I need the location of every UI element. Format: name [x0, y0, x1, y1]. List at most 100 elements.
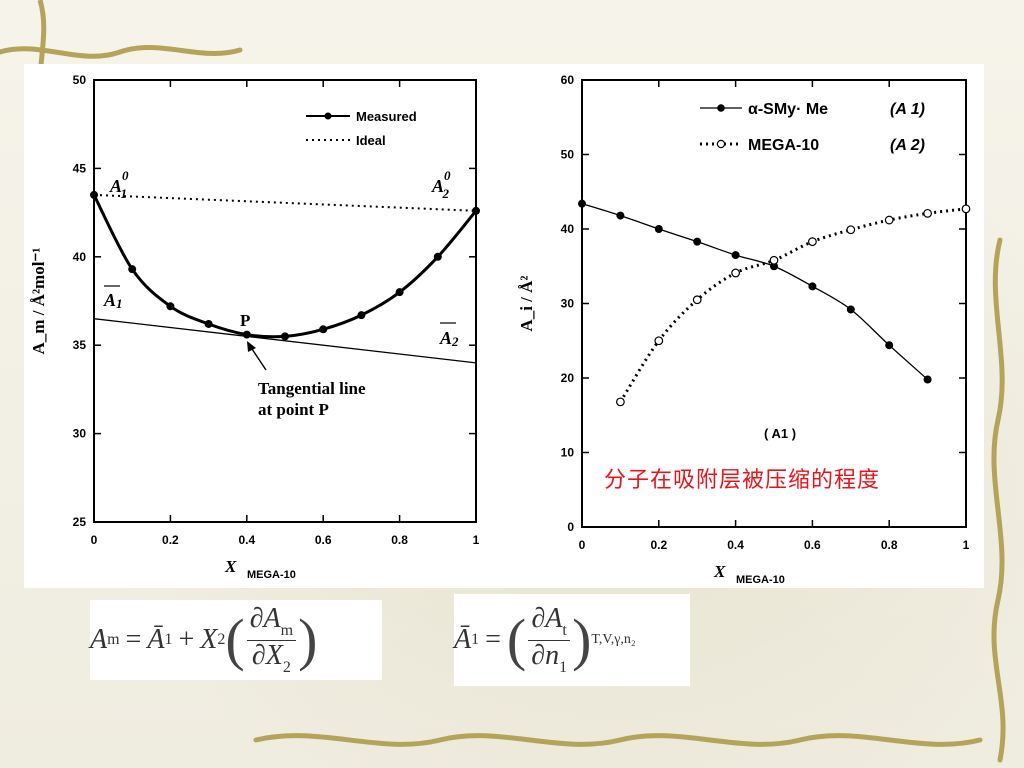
- chart2-series-1-line: [581, 203, 929, 380]
- chart1-series-1-point: [166, 302, 175, 311]
- eq1-right-paren: ): [298, 607, 318, 672]
- chart2-series-1-point: [616, 211, 625, 220]
- chart1-series-2-line: [93, 193, 477, 212]
- chart1-series-1-point: [433, 252, 442, 261]
- chart1-xtick-label: 0.2: [162, 533, 179, 547]
- chart2-series-1-point: [846, 305, 855, 314]
- chart2-series-2-point: [616, 397, 625, 407]
- chart2-series-1-point: [770, 262, 778, 271]
- eq1-den: ∂X: [251, 639, 283, 671]
- chart1-annot-a2-bar: A2: [439, 328, 459, 349]
- chart2-legend-s1-marker: [717, 104, 725, 112]
- chart2-series-2-point: [769, 255, 779, 265]
- chart1-annot-tangent-line1: Tangential line: [258, 379, 366, 398]
- chart2-ytick-label: 20: [561, 371, 575, 385]
- chart2-series-1-point: [654, 225, 663, 233]
- chart2-series-1-point: [923, 375, 932, 384]
- chart2-series-1-point: [578, 199, 586, 208]
- chart2-ytick-label: 30: [561, 297, 575, 311]
- chart2-series-2-point: [884, 215, 894, 225]
- chart1-legend-ideal-label: Ideal: [356, 133, 386, 148]
- chart2-ytick-label: 50: [561, 148, 575, 162]
- chart1-annot-arrow-head: [247, 341, 256, 352]
- eq1-lhs-sub: m: [107, 631, 120, 648]
- chart1-annot-point: P: [240, 311, 250, 330]
- chart1-frame: [93, 79, 477, 523]
- chart1-series-1-point: [281, 332, 289, 341]
- chart2-ylabel: A_i / Å²: [517, 275, 536, 331]
- chart2-series-1-point: [693, 237, 702, 246]
- eq1-num: ∂A: [249, 602, 281, 634]
- chart1-series-1-point: [204, 319, 213, 328]
- chart1-series-1-point: [395, 288, 404, 297]
- chart1-xlabel: X: [224, 557, 237, 576]
- eq1-plus: +: [178, 624, 195, 655]
- chart1-annot-a1-bar: A1: [103, 290, 123, 311]
- chart1-ytick-label: 25: [73, 515, 87, 529]
- chart2-xtick-label: 0: [579, 538, 586, 552]
- chart2-xlabel-sub: MEGA-10: [736, 574, 785, 586]
- eq1-term2: X: [200, 624, 218, 655]
- chart2-annot-box-label: ( A1 ): [764, 426, 796, 441]
- eq2-right-paren: ): [572, 607, 592, 672]
- chart1-legend-measured-marker: [324, 112, 332, 120]
- chart1-ytick-label: 30: [73, 427, 87, 441]
- chart1-xlabel-sub: MEGA-10: [247, 569, 296, 581]
- chart2-legend-s2-label: MEGA-10: [748, 137, 819, 154]
- eq1-equals: =: [125, 624, 142, 655]
- chart2-legend-s1-label: α-SMy· Me: [748, 101, 828, 118]
- chart2-series-1-point: [808, 282, 817, 291]
- chart1-annot-a1-zero: A0 1: [109, 168, 129, 201]
- chart2-series-2-point: [654, 336, 664, 346]
- chart1-annot-arrow-shaft: [249, 345, 267, 371]
- chart2-series-2-point: [961, 204, 971, 214]
- chart1-xtick-label: 0: [91, 533, 98, 547]
- chart2-legend-s2-symbol: (A 2): [890, 137, 925, 154]
- eq2-den: ∂n: [531, 639, 560, 671]
- chart2-xtick-label: 0.4: [727, 538, 744, 552]
- chart2-xlabel: X: [713, 562, 726, 581]
- chart2-series-2-point: [923, 208, 932, 218]
- chinese-caption: 分子在吸附层被压缩的程度: [604, 462, 881, 494]
- eq2-lhs-sub: 1: [471, 631, 480, 648]
- eq2-equals: =: [485, 624, 501, 655]
- chart2-series-1-point: [885, 341, 894, 350]
- chart1-series-3-line: [93, 318, 477, 364]
- chart1-annot-tangent-line2: at point P: [258, 400, 329, 419]
- chart2-legend-s2-marker: [716, 139, 726, 149]
- chart1-legend-measured-label: Measured: [356, 109, 417, 124]
- chart1-ylabel: A_m / Å²mol⁻¹: [29, 248, 48, 355]
- chart2-series-1-point: [731, 251, 740, 260]
- chart2-ytick-label: 40: [561, 222, 575, 236]
- chart1-annot-a2-zero: A0 2: [431, 168, 451, 201]
- chart1-xtick-label: 0.6: [315, 533, 332, 547]
- chart2-ytick-label: 10: [561, 446, 575, 460]
- eq2-fraction: ∂At ∂n1: [528, 602, 570, 676]
- eq1-left-paren: (: [225, 607, 245, 672]
- chart2-series-2-point: [846, 225, 856, 235]
- eq1-term2-sub: 2: [217, 631, 226, 648]
- eq1-den-sub: 2: [282, 658, 291, 676]
- eq2-den-sub: 1: [559, 658, 568, 676]
- chart1-ytick-label: 35: [73, 338, 87, 352]
- chart2-xtick-label: 0.6: [804, 538, 821, 552]
- chart2-legend-s1-symbol: (A 1): [890, 101, 925, 118]
- chart2-series-2-point: [692, 295, 702, 305]
- chart1-xtick-label: 0.4: [238, 533, 255, 547]
- eq2-num: ∂A: [531, 602, 563, 634]
- chart1-ytick-label: 50: [73, 73, 87, 87]
- eq1-lhs: A: [90, 624, 108, 655]
- chart2-ytick-label: 0: [567, 520, 574, 534]
- figure-panel: 0 0.2 0.4 0.6 0.8 1 25 30 35 40 45 50 X MEGA-10 A_m / …: [24, 64, 984, 588]
- chart1-ytick-label: 45: [73, 161, 87, 175]
- chart2-series-2-line: [619, 207, 967, 403]
- chart1-series-1-point: [357, 311, 366, 320]
- chart-svg: 0 0.2 0.4 0.6 0.8 1 25 30 35 40 45 50 X MEGA-10 A_m / …: [29, 73, 971, 586]
- eq2-lhs: Ā: [454, 624, 472, 655]
- chart1-ytick-label: 40: [73, 250, 87, 264]
- eq2-num-sub: t: [562, 621, 567, 639]
- chart1-series-1-point: [319, 325, 328, 334]
- eq2-conditions: T,V,γ,n₂: [591, 632, 636, 647]
